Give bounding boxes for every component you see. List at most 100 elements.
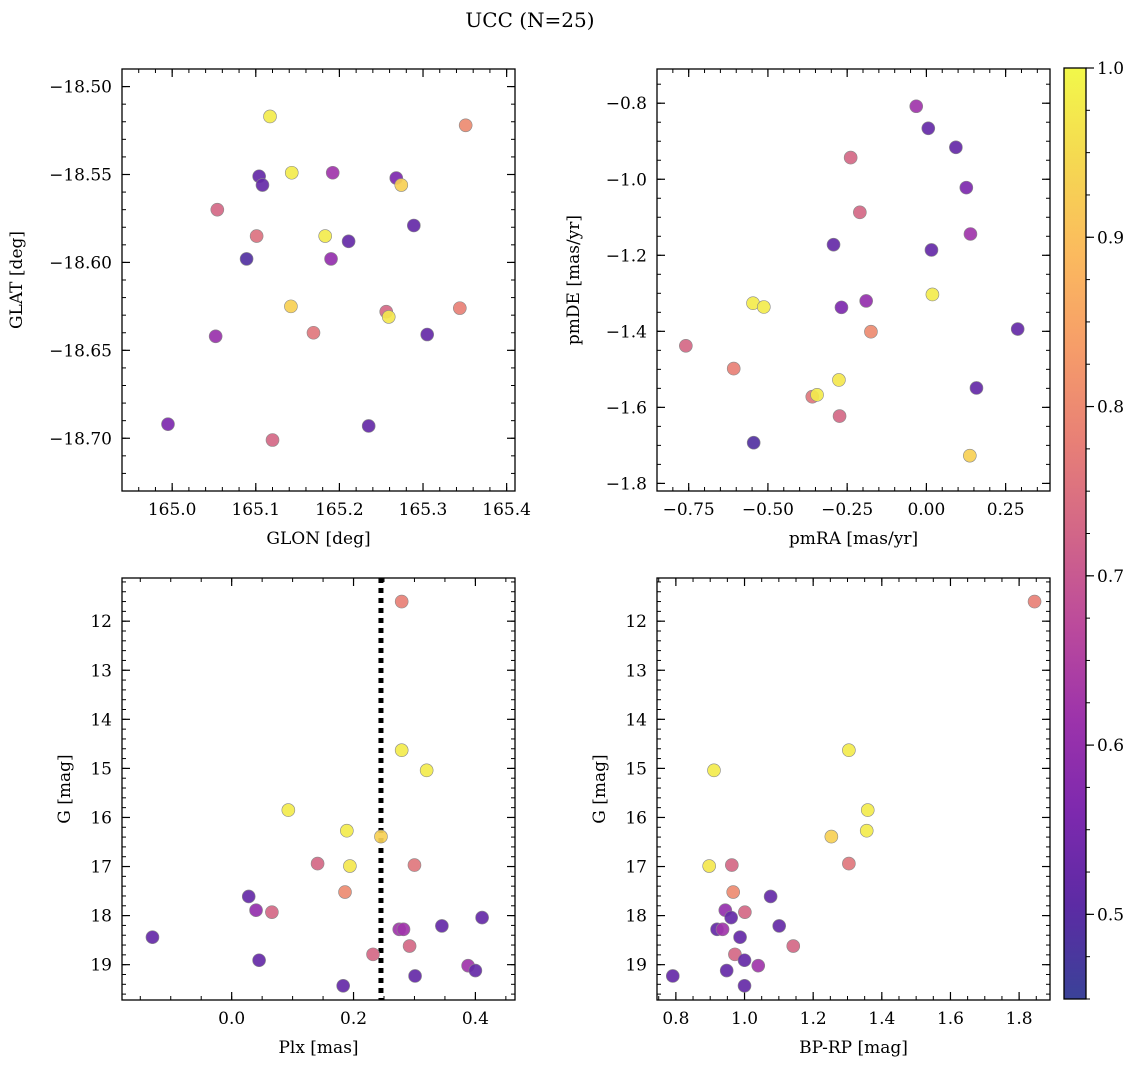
y-axis-label: GLAT [deg] bbox=[7, 231, 27, 329]
data-point bbox=[420, 327, 435, 342]
panel-bprp-g: 0.8 1.0 1.2 1.4 1.6 1.8 12 13 14 15 16 17 18 19 BP-RP … bbox=[590, 577, 1051, 1058]
data-point bbox=[408, 969, 422, 983]
data-point bbox=[210, 202, 225, 217]
y-axis-label: G [mag] bbox=[55, 754, 75, 823]
y-tick-label: 14 bbox=[90, 710, 112, 730]
data-point bbox=[853, 205, 867, 220]
data-point bbox=[343, 859, 357, 873]
x-tick-label: −0.75 bbox=[663, 500, 715, 520]
data-point bbox=[263, 109, 277, 124]
y-tick-label: −18.55 bbox=[49, 166, 112, 186]
data-point bbox=[284, 299, 298, 314]
data-point bbox=[324, 252, 338, 266]
data-point bbox=[726, 361, 741, 376]
y-tick-label: 17 bbox=[90, 858, 112, 878]
data-point bbox=[453, 301, 467, 315]
y-tick-label: 18 bbox=[625, 907, 647, 927]
axes-frame bbox=[121, 577, 516, 1001]
data-point bbox=[394, 178, 409, 192]
data-point bbox=[458, 118, 473, 133]
data-point bbox=[435, 919, 449, 933]
x-tick-label: 165.0 bbox=[148, 500, 197, 520]
data-point bbox=[252, 953, 266, 968]
data-point bbox=[374, 829, 388, 844]
data-point bbox=[340, 823, 354, 838]
colorbar-tick-label: 0.9 bbox=[1097, 228, 1124, 248]
data-point bbox=[665, 969, 680, 983]
axes-frame bbox=[656, 577, 1051, 1001]
x-tick-label: −0.25 bbox=[821, 500, 873, 520]
data-point bbox=[468, 963, 483, 978]
x-tick-label: 1.8 bbox=[1006, 1009, 1033, 1029]
data-point bbox=[969, 381, 984, 395]
data-point bbox=[963, 448, 977, 463]
data-point bbox=[394, 743, 409, 758]
data-point bbox=[842, 856, 856, 871]
y-tick-label: 17 bbox=[625, 858, 647, 878]
data-point bbox=[407, 218, 421, 233]
data-point bbox=[381, 310, 396, 324]
data-point bbox=[338, 885, 352, 899]
data-point bbox=[763, 889, 778, 904]
data-point bbox=[963, 227, 978, 241]
x-tick-label: 165.2 bbox=[315, 500, 364, 520]
x-tick-label: 0.00 bbox=[907, 500, 945, 520]
x-tick-label: 0.8 bbox=[662, 1009, 689, 1029]
data-point bbox=[925, 287, 940, 302]
data-point bbox=[702, 859, 716, 873]
data-point bbox=[679, 338, 693, 353]
y-tick-label: 18 bbox=[90, 907, 112, 927]
y-tick-label: 16 bbox=[90, 808, 112, 828]
axes-frame bbox=[656, 68, 1051, 492]
y-axis-label: pmDE [mas/yr] bbox=[564, 215, 584, 345]
y-tick-label: 14 bbox=[625, 710, 647, 730]
y-tick-label: −18.65 bbox=[49, 341, 112, 361]
panel-pmra-pmde: −0.75 −0.50 −0.25 0.00 0.25 −0.8 −1.0 −1.2 −1.4 −… bbox=[564, 68, 1051, 549]
y-tick-label: −1.2 bbox=[606, 246, 647, 266]
colorbar-tick-label: 0.6 bbox=[1097, 736, 1124, 756]
x-axis-label: BP-RP [mag] bbox=[799, 1038, 908, 1058]
x-tick-label: 1.6 bbox=[937, 1009, 964, 1029]
x-tick-label: 0.4 bbox=[462, 1009, 489, 1029]
data-point bbox=[909, 99, 924, 114]
data-point bbox=[772, 919, 786, 933]
x-axis-label: GLON [deg] bbox=[266, 529, 370, 549]
data-point bbox=[394, 594, 409, 609]
y-tick-label: 15 bbox=[625, 759, 647, 779]
colorbar-tick-label: 1.0 bbox=[1097, 59, 1124, 79]
y-tick-label: −1.6 bbox=[606, 398, 647, 418]
data-point bbox=[719, 963, 734, 978]
x-axis-label: Plx [mas] bbox=[278, 1038, 358, 1058]
data-point bbox=[1027, 594, 1042, 609]
panel-plx-g: 0.0 0.2 0.4 12 13 14 15 16 17 18 19 Plx [mas] G [mag… bbox=[55, 577, 516, 1058]
colorbar-tick-label: 0.5 bbox=[1097, 905, 1124, 925]
x-tick-label: 1.0 bbox=[731, 1009, 758, 1029]
data-point bbox=[737, 978, 752, 993]
data-point bbox=[746, 435, 761, 450]
data-point bbox=[208, 329, 223, 344]
y-axis-label: G [mag] bbox=[590, 754, 610, 823]
x-axis-label: pmRA [mas/yr] bbox=[789, 529, 918, 549]
data-point bbox=[161, 417, 175, 431]
data-point bbox=[738, 905, 752, 919]
axes-frame bbox=[121, 68, 516, 492]
y-tick-label: −1.0 bbox=[606, 170, 647, 190]
y-tick-label: 12 bbox=[90, 612, 112, 632]
x-tick-label: 1.2 bbox=[800, 1009, 827, 1029]
data-point bbox=[724, 910, 738, 925]
data-point bbox=[843, 150, 858, 165]
y-tick-label: 16 bbox=[625, 808, 647, 828]
y-tick-label: 15 bbox=[90, 759, 112, 779]
data-point bbox=[859, 823, 874, 838]
y-tick-label: −18.70 bbox=[49, 429, 112, 449]
x-tick-label: 165.4 bbox=[482, 500, 531, 520]
y-tick-label: 13 bbox=[625, 661, 647, 681]
data-point bbox=[859, 294, 873, 308]
data-point bbox=[725, 858, 739, 872]
data-point bbox=[826, 237, 841, 252]
data-point bbox=[842, 743, 856, 758]
data-point bbox=[241, 889, 256, 904]
data-point bbox=[419, 763, 434, 778]
data-point bbox=[361, 419, 376, 433]
